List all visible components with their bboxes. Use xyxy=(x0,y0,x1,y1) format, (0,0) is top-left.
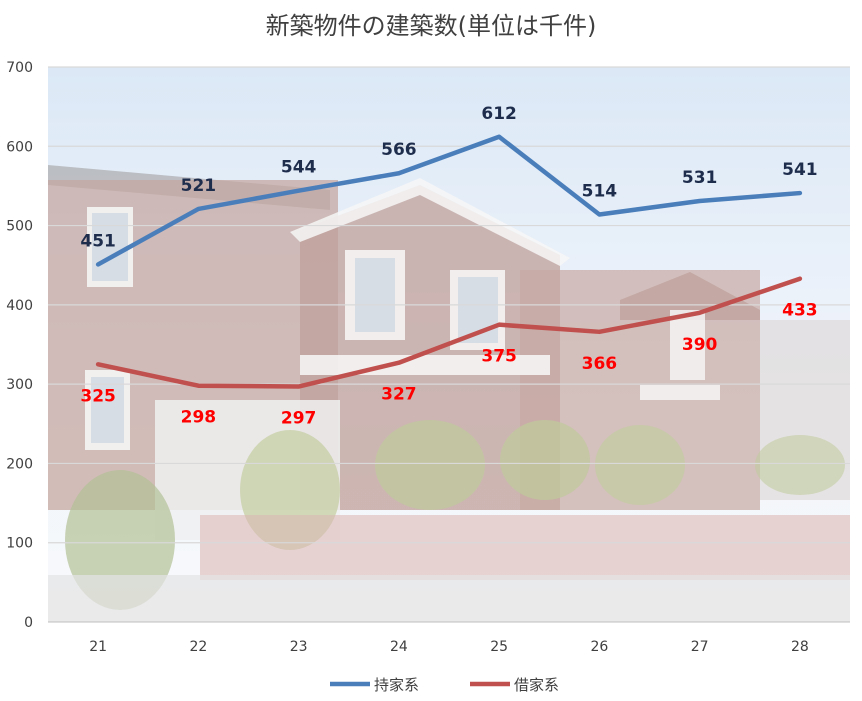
legend: 持家系 借家系 xyxy=(330,676,559,694)
x-tick-label: 27 xyxy=(691,639,709,655)
data-label: 531 xyxy=(682,168,718,188)
data-label: 297 xyxy=(281,409,317,429)
x-tick-label: 22 xyxy=(189,639,207,655)
data-labels: 451 521 544 566 612 514 531 541 325 298 297 327 375 3… xyxy=(80,104,817,429)
axes: 0 100 200 300 400 500 600 700 21 22 23 24 25 26 27 28 xyxy=(6,60,850,655)
x-tick-label: 23 xyxy=(290,639,308,655)
series-line-1 xyxy=(95,134,803,267)
x-tick-label: 25 xyxy=(490,639,508,655)
y-tick-label: 0 xyxy=(24,615,33,631)
background-photo xyxy=(48,67,850,622)
x-tick-label: 28 xyxy=(791,639,809,655)
y-tick-label: 200 xyxy=(6,456,33,472)
data-label: 433 xyxy=(782,301,818,321)
y-tick-label: 700 xyxy=(6,60,33,76)
y-tick-label: 300 xyxy=(6,377,33,393)
data-label: 612 xyxy=(481,104,517,124)
x-tick-label: 21 xyxy=(89,639,107,655)
x-tick-label: 24 xyxy=(390,639,408,655)
data-label: 298 xyxy=(181,408,217,428)
y-tick-label: 500 xyxy=(6,219,33,235)
data-label: 325 xyxy=(80,386,116,406)
chart-title: 新築物件の建築数(単位は千件) xyxy=(266,12,597,40)
y-tick-label: 100 xyxy=(6,536,33,552)
data-label: 375 xyxy=(481,347,517,367)
data-label: 451 xyxy=(80,231,116,251)
series-line-2 xyxy=(95,276,803,389)
data-label: 566 xyxy=(381,140,417,160)
y-tick-label: 600 xyxy=(6,139,33,155)
y-tick-label: 400 xyxy=(6,298,33,314)
legend-label: 持家系 xyxy=(374,676,419,694)
series xyxy=(95,134,803,389)
x-tick-label: 26 xyxy=(590,639,608,655)
data-label: 366 xyxy=(582,354,618,374)
data-label: 327 xyxy=(381,385,417,405)
data-label: 541 xyxy=(782,160,818,180)
data-label: 514 xyxy=(582,181,618,201)
data-label: 544 xyxy=(281,158,317,178)
data-label: 390 xyxy=(682,335,718,355)
legend-label: 借家系 xyxy=(514,676,559,694)
data-label: 521 xyxy=(181,176,217,196)
